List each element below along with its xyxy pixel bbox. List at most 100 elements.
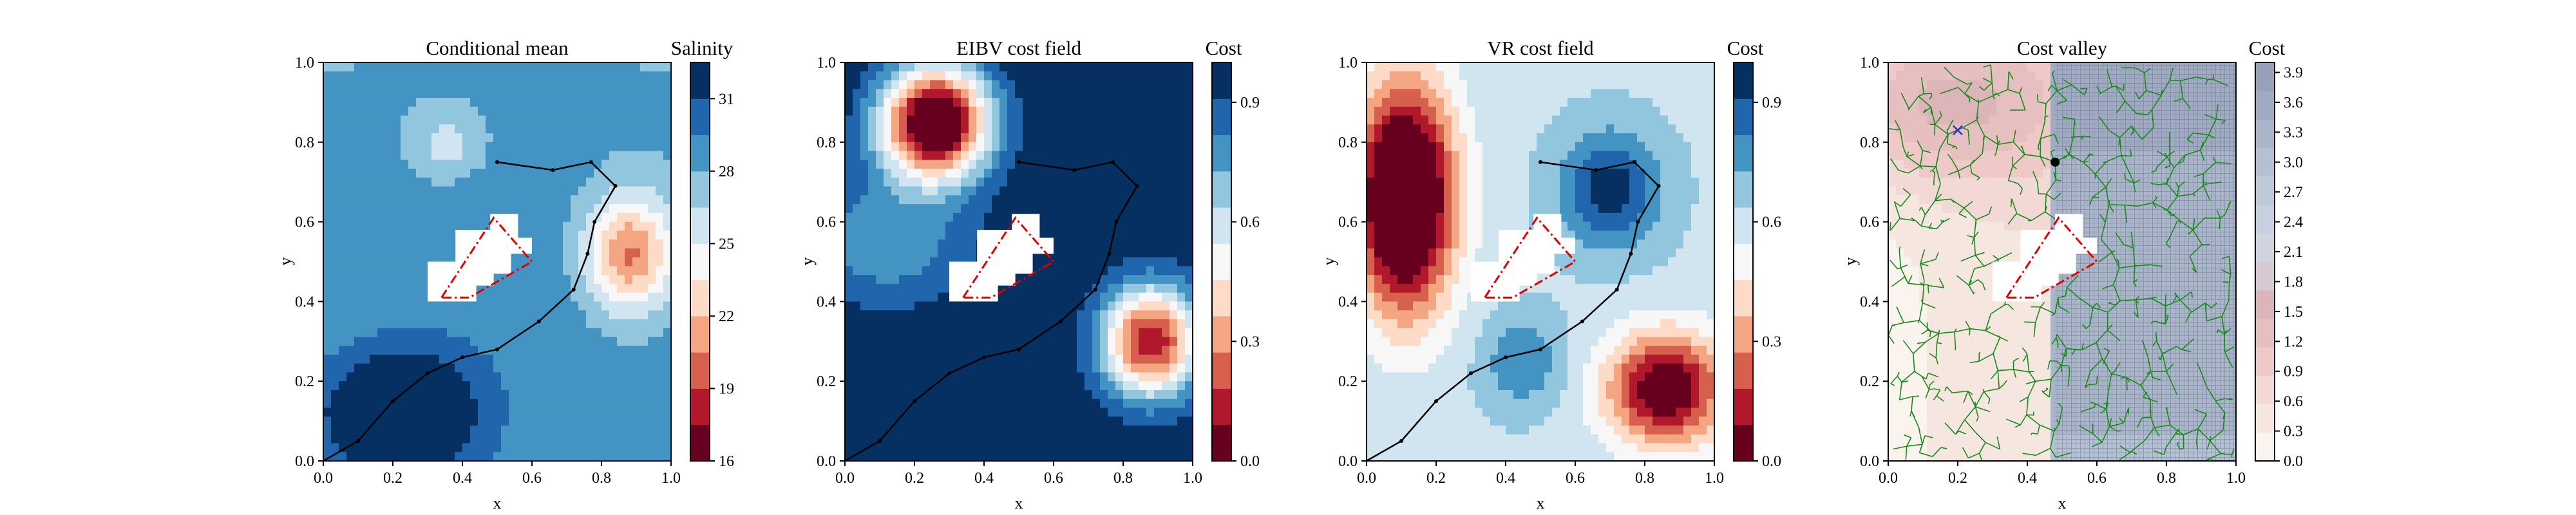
heat-cell <box>1015 434 1023 444</box>
heat-cell <box>486 425 494 435</box>
heat-cell <box>470 328 478 338</box>
heat-cell <box>999 151 1008 160</box>
heat-cell <box>1162 89 1170 98</box>
heat-cell <box>1436 266 1444 276</box>
heat-cell <box>416 62 424 72</box>
heat-cell <box>516 346 525 355</box>
heat-cell <box>1030 283 1039 294</box>
heat-cell <box>1382 283 1390 294</box>
heat-cell <box>540 301 548 311</box>
heat-cell <box>617 177 625 187</box>
heat-cell <box>385 417 393 426</box>
heat-cell <box>501 292 509 302</box>
heat-cell <box>339 230 347 240</box>
heat-cell <box>1452 221 1460 231</box>
heat-cell <box>509 301 517 311</box>
heat-cell <box>1475 346 1483 355</box>
heat-cell <box>984 407 992 417</box>
heat-cell <box>323 372 332 382</box>
heat-cell <box>1154 62 1162 72</box>
heat-cell <box>1131 221 1139 231</box>
heat-cell <box>1069 337 1077 346</box>
heat-cell <box>656 204 664 214</box>
heat-cell <box>953 407 961 417</box>
heat-cell <box>470 160 478 169</box>
heat-cell <box>563 443 571 453</box>
heat-cell <box>416 407 424 417</box>
heat-cell <box>431 89 440 98</box>
heat-cell <box>1170 160 1178 169</box>
heat-cell <box>1413 372 1421 382</box>
heat-cell <box>648 434 656 444</box>
heat-cell <box>424 98 432 108</box>
heat-cell <box>969 389 977 400</box>
heat-cell <box>922 292 931 302</box>
heat-cell <box>331 177 339 187</box>
heat-cell <box>1131 283 1139 294</box>
heat-cell <box>961 204 969 214</box>
heat-cell <box>1390 389 1398 400</box>
heat-cell <box>891 151 900 160</box>
heat-cell <box>945 301 954 311</box>
heat-cell <box>1123 248 1132 258</box>
heat-cell <box>370 389 378 400</box>
heat-cell <box>648 452 656 461</box>
heat-cell <box>331 257 339 267</box>
heat-cell <box>860 248 869 258</box>
heat-cell <box>914 151 923 160</box>
heat-cell <box>1490 195 1499 205</box>
heat-cell <box>339 328 347 338</box>
heat-cell <box>346 372 355 382</box>
heat-cell <box>899 151 907 160</box>
axes-frame <box>323 62 672 462</box>
heat-cell <box>462 124 471 134</box>
heat-cell <box>370 398 378 409</box>
heat-cell <box>1374 62 1383 72</box>
heat-cell <box>1069 160 1077 169</box>
heat-cell <box>1475 106 1483 117</box>
heat-cell <box>1428 169 1437 178</box>
heat-cell <box>632 230 641 240</box>
heat-cell <box>899 248 907 258</box>
heat-cell <box>362 381 370 391</box>
heat-cell <box>1444 124 1452 134</box>
heat-cell <box>853 452 861 461</box>
heat-cell <box>1139 142 1147 152</box>
heat-cell <box>1092 89 1101 98</box>
heat-cell <box>555 346 564 355</box>
heat-cell <box>884 389 892 400</box>
heat-cell <box>362 142 370 152</box>
heat-cell <box>416 230 424 240</box>
heat-cell <box>922 248 931 258</box>
heat-cell <box>408 230 417 240</box>
heat-cell <box>555 133 564 143</box>
heat-cell <box>1123 381 1132 391</box>
heat-cell <box>486 98 494 108</box>
heat-cell <box>853 221 861 231</box>
heat-cell <box>540 106 548 117</box>
heat-cell <box>509 443 517 453</box>
heat-cell <box>401 221 409 231</box>
heat-cell <box>501 169 509 178</box>
heat-cell <box>1146 398 1155 409</box>
heat-cell <box>408 310 417 320</box>
heat-cell <box>1015 292 1023 302</box>
heat-cell <box>1397 89 1406 98</box>
heat-cell <box>1413 319 1421 329</box>
heat-cell <box>1436 195 1444 205</box>
heat-cell <box>1475 177 1483 187</box>
heat-cell <box>1061 186 1070 196</box>
heat-cell <box>1177 186 1186 196</box>
heat-cell <box>953 417 961 426</box>
heat-cell <box>323 346 332 355</box>
heat-cell <box>1046 301 1054 311</box>
heat-cell <box>470 310 478 320</box>
heat-cell <box>907 212 915 223</box>
heat-cell <box>1390 195 1398 205</box>
heat-cell <box>853 354 861 364</box>
heat-cell <box>868 372 876 382</box>
trajectory-point <box>1017 347 1021 351</box>
heat-cell <box>1367 221 1375 231</box>
heat-cell <box>625 230 633 240</box>
heat-cell <box>860 328 869 338</box>
